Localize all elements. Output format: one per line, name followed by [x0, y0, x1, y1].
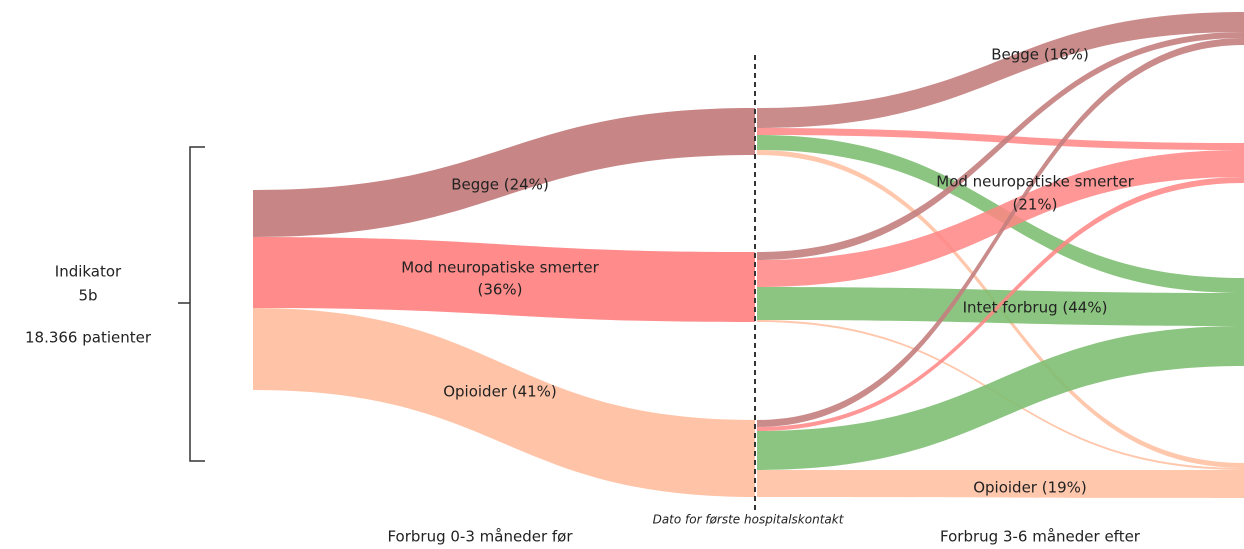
- node-share: (21%): [1012, 196, 1057, 214]
- flow-ribbon: [757, 12, 1244, 128]
- flow-ribbon: [253, 308, 755, 497]
- flow-ribbon: [253, 108, 755, 237]
- axis-label: Forbrug 0-3 måneder før: [387, 528, 573, 546]
- node-label: Intet forbrug (44%): [963, 299, 1108, 317]
- node-label: Begge (16%): [991, 46, 1089, 64]
- flow-ribbon: [757, 177, 1244, 431]
- flow-ribbon: [757, 38, 1244, 427]
- flow-ribbon: [757, 150, 1244, 287]
- node-label: Mod neuropatiske smerter: [401, 259, 599, 277]
- flow-ribbon: [757, 326, 1244, 470]
- indicator-code: 5b: [78, 287, 97, 305]
- node-label: Opioider (19%): [973, 479, 1087, 497]
- node-share: (36%): [477, 281, 522, 299]
- flow-ribbon: [757, 128, 1244, 150]
- flow-ribbon: [757, 32, 1244, 260]
- patient-count: 18.366 patienter: [25, 329, 152, 347]
- indicator-title: Indikator: [55, 263, 122, 281]
- flows: [253, 12, 1244, 498]
- flow-ribbon: [757, 470, 1244, 498]
- bracket: [178, 146, 205, 462]
- axis-label: Forbrug 3-6 måneder efter: [940, 528, 1141, 546]
- node-label: Mod neuropatiske smerter: [936, 173, 1134, 191]
- node-label: Opioider (41%): [443, 383, 557, 401]
- divider-label: Dato for første hospitalskontakt: [653, 513, 845, 527]
- flow-ribbon: [253, 237, 755, 322]
- node-label: Begge (24%): [451, 176, 549, 194]
